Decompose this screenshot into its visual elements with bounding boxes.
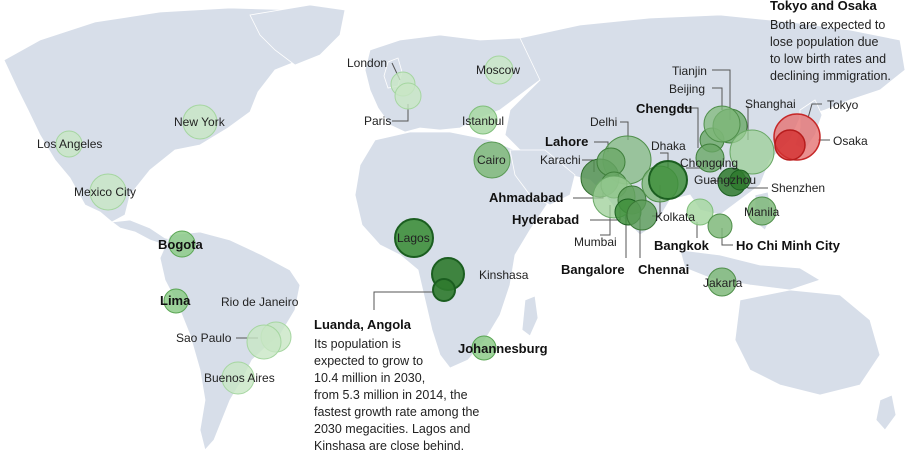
annotation-luanda-line-1: Its population is — [314, 337, 401, 351]
leader-tianjin — [712, 69, 731, 120]
marker-bangkok[interactable] — [686, 198, 714, 226]
landmass-north-america — [3, 7, 331, 223]
marker-buenos-aires[interactable] — [221, 361, 255, 395]
label-moscow: Moscow — [476, 63, 520, 77]
marker-shanghai[interactable] — [729, 129, 775, 175]
label-new-york: New York — [174, 115, 226, 129]
label-delhi: Delhi — [590, 115, 617, 129]
landmass-madagascar — [521, 295, 539, 337]
label-osaka: Osaka — [833, 134, 868, 148]
annotation-luanda: Luanda, Angola Its population is expecte… — [314, 317, 479, 453]
marker-beijing[interactable] — [703, 105, 741, 143]
label-ahmadabad: Ahmadabad — [489, 190, 563, 205]
marker-luanda[interactable] — [432, 278, 456, 302]
annotation-luanda-line-6: 2030 megacities. Lagos and — [314, 422, 470, 436]
annotation-luanda-line-3: 10.4 million in 2030, — [314, 371, 425, 385]
marker-sao-paulo[interactable] — [246, 324, 282, 360]
marker-new-york[interactable] — [182, 104, 218, 140]
label-bangalore: Bangalore — [561, 262, 625, 277]
label-karachi: Karachi — [540, 153, 581, 167]
label-jakarta: Jakarta — [703, 276, 743, 290]
label-kinshasa: Kinshasa — [479, 268, 529, 282]
label-lahore: Lahore — [545, 134, 588, 149]
marker-cairo[interactable] — [473, 141, 511, 179]
label-sao-paulo: Sao Paulo — [176, 331, 232, 345]
label-bogota: Bogota — [158, 237, 204, 252]
annotation-tokyo-osaka: Tokyo and Osaka Both are expected to los… — [770, 0, 891, 83]
marker-mexico-city[interactable] — [89, 173, 127, 211]
landmass-south-america — [159, 231, 301, 451]
label-johannesburg: Johannesburg — [458, 341, 548, 356]
landmass-arabia — [509, 149, 576, 206]
leader-paris — [392, 104, 409, 122]
label-guangzhou: Guangzhou — [694, 173, 756, 187]
annotation-tokyo-osaka-line-3: to low birth rates and — [770, 52, 886, 66]
annotation-tokyo-osaka-line-1: Both are expected to — [770, 18, 885, 32]
leader-chengdu — [680, 107, 699, 148]
landmass-australia — [734, 289, 881, 396]
marker-ho-chi-minh-city[interactable] — [707, 213, 733, 239]
label-tianjin: Tianjin — [672, 64, 707, 78]
label-istanbul: Istanbul — [462, 114, 504, 128]
label-dhaka: Dhaka — [651, 139, 686, 153]
marker-shenzhen[interactable] — [729, 169, 751, 191]
label-mexico-city: Mexico City — [74, 185, 136, 199]
label-mumbai: Mumbai — [574, 235, 617, 249]
annotation-luanda-line-7: Kinshasa are close behind. — [314, 439, 464, 453]
leader-delhi — [620, 121, 629, 140]
label-chennai: Chennai — [638, 262, 689, 277]
marker-moscow[interactable] — [484, 55, 514, 85]
label-shenzhen: Shenzhen — [771, 181, 825, 195]
label-lagos: Lagos — [397, 231, 430, 245]
label-rio-de-janeiro: Rio de Janeiro — [221, 295, 299, 309]
marker-los-angeles[interactable] — [55, 130, 83, 158]
marker-chennai[interactable] — [626, 199, 658, 231]
annotation-tokyo-osaka-line-4: declining immigration. — [770, 69, 891, 83]
annotation-luanda-line-5: fastest growth rate among the — [314, 405, 479, 419]
label-shanghai: Shanghai — [745, 97, 796, 111]
marker-lahore[interactable] — [596, 147, 626, 177]
label-los-angeles: Los Angeles — [37, 137, 102, 151]
annotation-luanda-line-2: expected to grow to — [314, 354, 423, 368]
marker-manila[interactable] — [747, 196, 777, 226]
city-markers — [55, 55, 821, 395]
marker-osaka[interactable] — [774, 129, 806, 161]
marker-chongqing[interactable] — [695, 143, 725, 173]
marker-lagos[interactable] — [394, 218, 434, 258]
marker-bogota[interactable] — [168, 230, 196, 258]
annotation-luanda-title: Luanda, Angola — [314, 317, 412, 332]
label-chengdu: Chengdu — [636, 101, 692, 116]
label-bangkok: Bangkok — [654, 238, 710, 253]
marker-istanbul[interactable] — [468, 105, 498, 135]
leader-tokyo — [807, 103, 822, 119]
label-beijing: Beijing — [669, 82, 705, 96]
annotation-tokyo-osaka-title: Tokyo and Osaka — [770, 0, 877, 13]
label-ho-chi-minh-city: Ho Chi Minh City — [736, 238, 841, 253]
label-chongqing: Chongqing — [680, 156, 738, 170]
leader-luanda — [373, 291, 434, 310]
landmass-new-zealand — [875, 394, 897, 431]
marker-johannesburg[interactable] — [471, 335, 497, 361]
marker-dhaka[interactable] — [648, 160, 688, 200]
marker-paris[interactable] — [394, 82, 422, 110]
label-kolkata: Kolkata — [655, 210, 695, 224]
city-labels: Los Angeles Mexico City New York Bogota … — [37, 56, 868, 385]
label-tokyo: Tokyo — [827, 98, 859, 112]
landmass-greenland — [249, 4, 346, 66]
label-hyderabad: Hyderabad — [512, 212, 579, 227]
label-manila: Manila — [744, 205, 780, 219]
marker-jakarta[interactable] — [707, 267, 737, 297]
label-cairo: Cairo — [477, 153, 506, 167]
label-london: London — [347, 56, 387, 70]
annotation-luanda-line-4: from 5.3 million in 2014, the — [314, 388, 468, 402]
label-buenos-aires: Buenos Aires — [204, 371, 275, 385]
label-lima: Lima — [160, 293, 191, 308]
marker-lima[interactable] — [163, 288, 189, 314]
label-paris: Paris — [364, 114, 391, 128]
leader-beijing — [712, 87, 723, 110]
annotation-tokyo-osaka-line-2: lose population due — [770, 35, 878, 49]
landmass-southeast-asia-islands — [679, 249, 821, 291]
